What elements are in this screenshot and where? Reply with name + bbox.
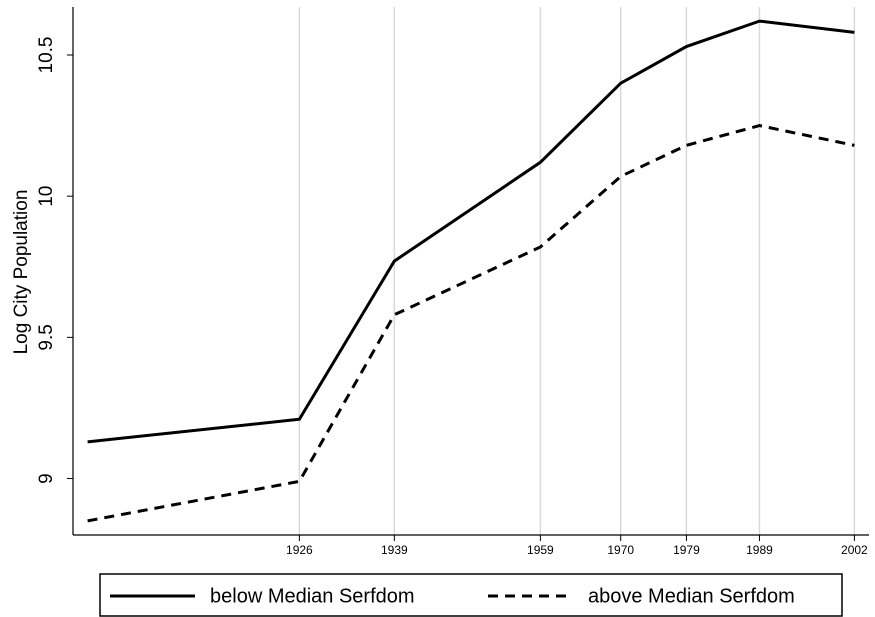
legend-label: below Median Serfdom [210,585,415,607]
line-series [87,19,855,444]
y-tick-label: 9.5 [36,324,57,350]
y-tick-label: 10 [36,186,57,207]
x-tick-label: 1926 [286,543,313,557]
y-tick-label: 9 [36,473,57,484]
line-series [87,124,855,523]
x-tick-label: 1939 [381,543,408,557]
x-tick-label: 1970 [607,543,634,557]
legend-box [99,573,843,617]
y-axis-label: Log City Population [11,190,32,355]
x-tick-label: 1959 [527,543,554,557]
legend-label: above Median Serfdom [588,585,795,607]
y-tick-label: 10.5 [36,37,57,74]
x-tick-label: 1979 [673,543,700,557]
x-tick-label: 2002 [841,543,868,557]
x-tick-label: 1989 [746,543,773,557]
